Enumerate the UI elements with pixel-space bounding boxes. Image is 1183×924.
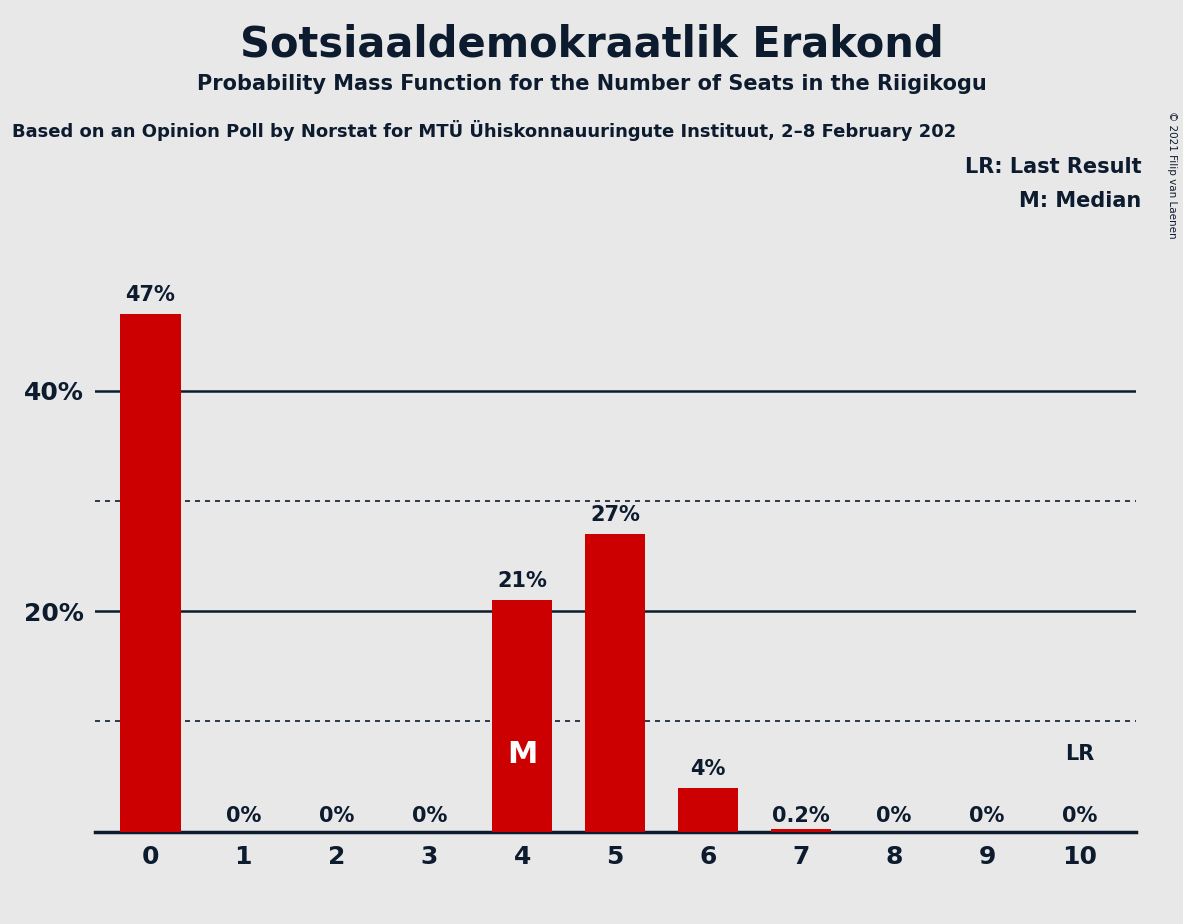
Text: 0%: 0% [412,806,447,826]
Text: Sotsiaaldemokraatlik Erakond: Sotsiaaldemokraatlik Erakond [240,23,943,65]
Bar [771,830,832,832]
Text: 47%: 47% [125,285,175,305]
Text: 27%: 27% [590,505,640,526]
Text: © 2021 Filip van Laenen: © 2021 Filip van Laenen [1168,111,1177,238]
Bar [584,534,646,832]
Text: M: Median: M: Median [1020,191,1142,212]
Text: 0%: 0% [969,806,1004,826]
Bar [492,601,552,832]
Text: 0%: 0% [877,806,912,826]
Text: 0%: 0% [318,806,354,826]
Text: Probability Mass Function for the Number of Seats in the Riigikogu: Probability Mass Function for the Number… [196,74,987,94]
Text: LR: Last Result: LR: Last Result [965,157,1142,177]
Text: 0%: 0% [226,806,261,826]
Text: Based on an Opinion Poll by Norstat for MTÜ Ühiskonnauuringute Instituut, 2–8 Fe: Based on an Opinion Poll by Norstat for … [12,120,956,141]
Bar [678,787,738,832]
Text: LR: LR [1065,745,1094,764]
Text: 0.2%: 0.2% [772,806,830,826]
Text: 0%: 0% [1062,806,1098,826]
Text: 4%: 4% [691,759,726,779]
Bar [121,314,181,832]
Text: M: M [508,740,537,769]
Text: 21%: 21% [497,571,548,591]
